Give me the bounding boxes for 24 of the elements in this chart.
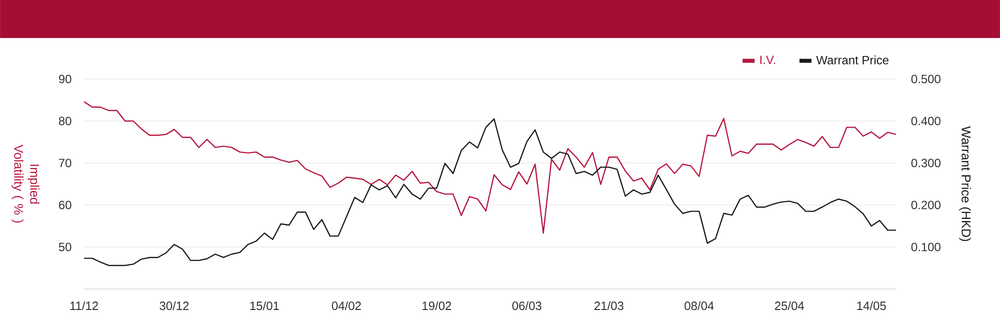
legend-label: Warrant Price bbox=[816, 56, 889, 64]
x-tick-label: 25/04 bbox=[774, 301, 804, 310]
x-tick-label: 06/03 bbox=[512, 301, 542, 310]
y-tick-label: 90 bbox=[58, 74, 72, 84]
x-tick-label: 11/12 bbox=[70, 301, 98, 310]
y2-tick-label: 0.400 bbox=[911, 116, 940, 126]
x-tick-label: 04/02 bbox=[332, 301, 361, 310]
x-tick-label: 14/05 bbox=[857, 301, 886, 310]
x-tick-label: 30/12 bbox=[160, 301, 189, 310]
y-tick-label: 80 bbox=[58, 116, 72, 126]
y-tick-label: 50 bbox=[58, 242, 72, 252]
y2-tick-label: 0.100 bbox=[911, 242, 940, 252]
y2-tick-label: 0.500 bbox=[911, 74, 940, 84]
y2-tick-label: 0.300 bbox=[911, 158, 940, 168]
x-tick-label: 21/03 bbox=[594, 301, 624, 310]
y-axis-title: Implied Volatility ( % ) bbox=[12, 144, 40, 223]
x-tick-label: 15/01 bbox=[250, 301, 279, 310]
x-tick-label: 08/04 bbox=[684, 301, 714, 310]
x-tick-label: 19/02 bbox=[422, 301, 452, 310]
y2-tick-label: 0.200 bbox=[911, 200, 940, 210]
y2-axis-title: Warrant Price (HKD) bbox=[959, 126, 971, 242]
y-tick-label: 70 bbox=[59, 158, 72, 168]
y-tick-label: 60 bbox=[59, 200, 72, 210]
legend-label: I.V. bbox=[760, 56, 776, 64]
